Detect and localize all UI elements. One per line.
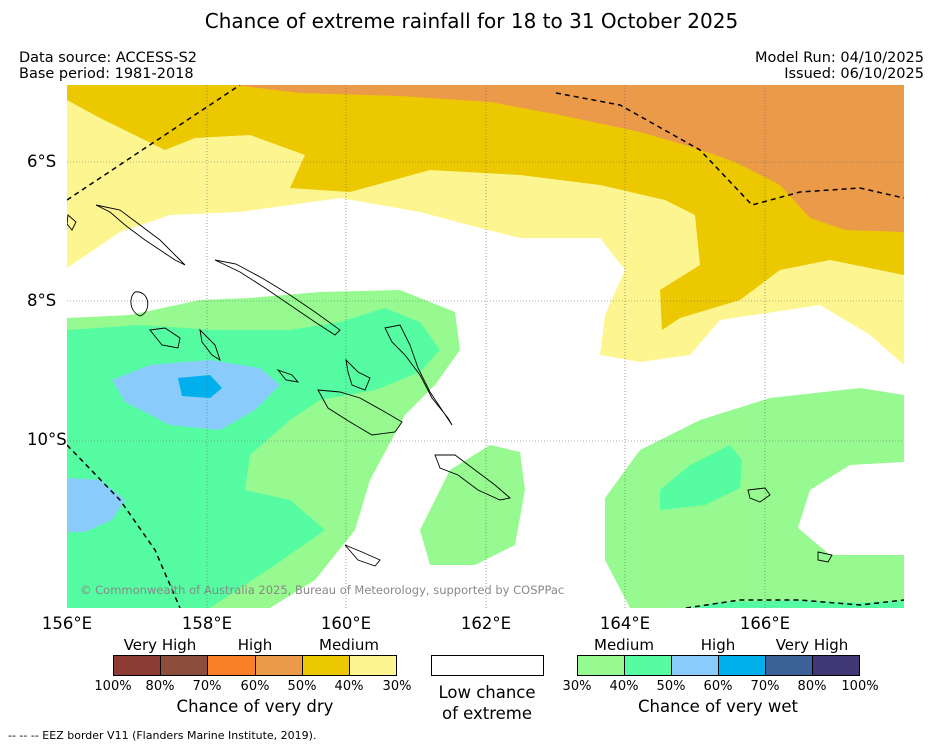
wet-swatch [813, 656, 859, 675]
wet-category-very-high: Very High [775, 636, 849, 654]
wet-swatch [672, 656, 719, 675]
dry-high-region [235, 85, 904, 232]
wet-swatch [719, 656, 766, 675]
dry-category-medium: Medium [319, 636, 379, 654]
dry-tick: 40% [334, 679, 364, 694]
dry-swatch [255, 656, 303, 675]
run-info: Model Run: 04/10/2025 Issued: 06/10/2025 [755, 50, 924, 82]
dry-category-high: High [237, 636, 273, 654]
data-source: Data source: ACCESS-S2 [19, 50, 198, 66]
lon-label-160e: 160°E [320, 614, 372, 633]
base-period: Base period: 1981-2018 [19, 66, 194, 82]
eez-border-note: -- -- -- EEZ border V11 (Flanders Marine… [8, 729, 317, 742]
dry-legend-label: Chance of very dry [176, 697, 334, 716]
wet-tick: 50% [656, 679, 686, 694]
dry-category-very-high: Very High [123, 636, 197, 654]
wet-veryhigh-region-sw [67, 478, 125, 532]
eez-borders [67, 85, 904, 608]
wet-swatch [625, 656, 672, 675]
wet-category-medium: Medium [594, 636, 654, 654]
dry-tick: 30% [382, 679, 412, 694]
wet-tick: 40% [609, 679, 639, 694]
wet-tick: 70% [750, 679, 780, 694]
dry-swatch [161, 656, 209, 675]
lon-label-162e: 162°E [460, 614, 512, 633]
wet-legend-label: Chance of very wet [638, 697, 798, 716]
dry-tick: 100% [94, 679, 132, 694]
lon-label-158e: 158°E [181, 614, 233, 633]
source-info: Data source: ACCESS-S2 Base period: 1981… [19, 50, 197, 82]
wet-high-region-bottom [690, 600, 904, 608]
lat-label-6s: 6°S [27, 152, 57, 171]
dry-tick: 60% [240, 679, 270, 694]
lon-label-156e: 156°E [41, 614, 93, 633]
wet-medium-region-east [605, 388, 904, 608]
lon-label-166e: 166°E [739, 614, 791, 633]
dry-swatch [208, 656, 256, 675]
wet-color-bar [577, 655, 860, 676]
low-chance-swatch [431, 655, 544, 676]
wet-high-region-east [660, 445, 742, 510]
rainfall-map [67, 85, 904, 608]
wet-category-high: High [700, 636, 736, 654]
wet-tick: 80% [797, 679, 827, 694]
low-chance-line2: of extreme [441, 704, 533, 723]
dry-swatch [349, 656, 397, 675]
dry-tick: 50% [287, 679, 317, 694]
issued-date: Issued: 06/10/2025 [784, 66, 924, 82]
dry-tick: 70% [192, 679, 222, 694]
dry-swatch [114, 656, 162, 675]
gridlines [67, 85, 904, 608]
dry-tick: 80% [145, 679, 175, 694]
wet-medium-region-island [420, 445, 525, 565]
lat-label-10s: 10°S [27, 430, 67, 449]
wet-tick: 60% [703, 679, 733, 694]
lon-label-164e: 164°E [599, 614, 651, 633]
lat-label-8s: 8°S [27, 291, 57, 310]
copyright-notice: © Commonwealth of Australia 2025, Bureau… [80, 583, 565, 597]
island-outlines [67, 204, 833, 567]
wet-swatch [766, 656, 813, 675]
wet-tick: 100% [841, 679, 879, 694]
map-title: Chance of extreme rainfall for 18 to 31 … [204, 9, 739, 33]
wet-swatch [578, 656, 625, 675]
dry-swatch [302, 656, 350, 675]
wet-extreme-region [178, 375, 222, 398]
low-chance-line1: Low chance [438, 683, 536, 702]
wet-tick: 30% [562, 679, 592, 694]
dry-color-bar [113, 655, 397, 676]
model-run: Model Run: 04/10/2025 [754, 50, 924, 66]
